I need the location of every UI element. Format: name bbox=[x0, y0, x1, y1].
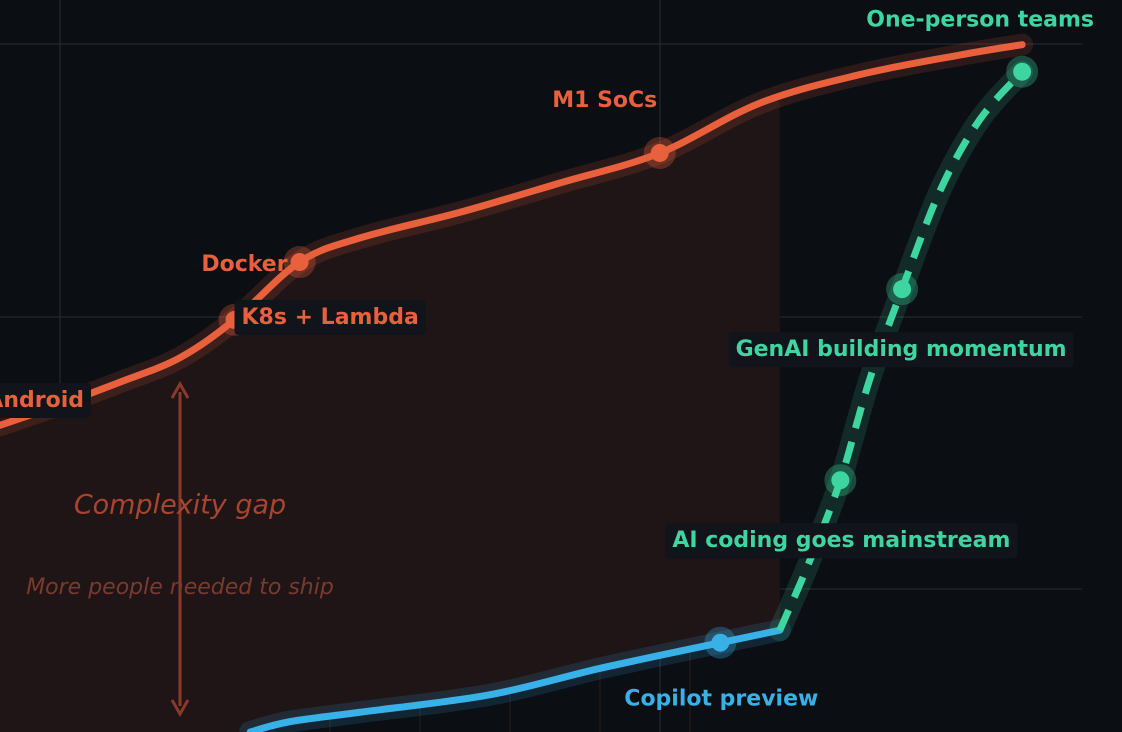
point bbox=[1013, 62, 1032, 81]
annotation: Android bbox=[0, 388, 84, 413]
gap-fill bbox=[0, 99, 780, 732]
line bbox=[0, 41, 1026, 429]
annotation: Complexity gap bbox=[74, 490, 286, 521]
point bbox=[831, 471, 850, 490]
point-label: GenAI building momentum bbox=[736, 337, 1067, 362]
gap-area bbox=[0, 99, 780, 732]
point-label: K8s + Lambda bbox=[241, 305, 418, 330]
point bbox=[290, 253, 309, 272]
point-label: M1 SoCs bbox=[552, 88, 657, 113]
point-label: One-person teams bbox=[866, 8, 1094, 33]
arrow-heads bbox=[170, 380, 190, 718]
label-box bbox=[728, 332, 1074, 368]
point bbox=[650, 143, 669, 162]
label-box bbox=[234, 299, 426, 335]
label-box bbox=[0, 383, 91, 418]
point bbox=[893, 280, 912, 299]
point bbox=[711, 633, 730, 652]
point-label: Docker bbox=[201, 252, 287, 277]
point-label: Copilot preview bbox=[624, 687, 818, 712]
point-label: AI coding goes mainstream bbox=[672, 528, 1010, 553]
label-box bbox=[665, 523, 1018, 559]
annotation: More people needed to ship bbox=[26, 575, 334, 600]
labels: K8s + Lambda Docker M1 SoCs Copilot preview… bbox=[0, 8, 1094, 712]
